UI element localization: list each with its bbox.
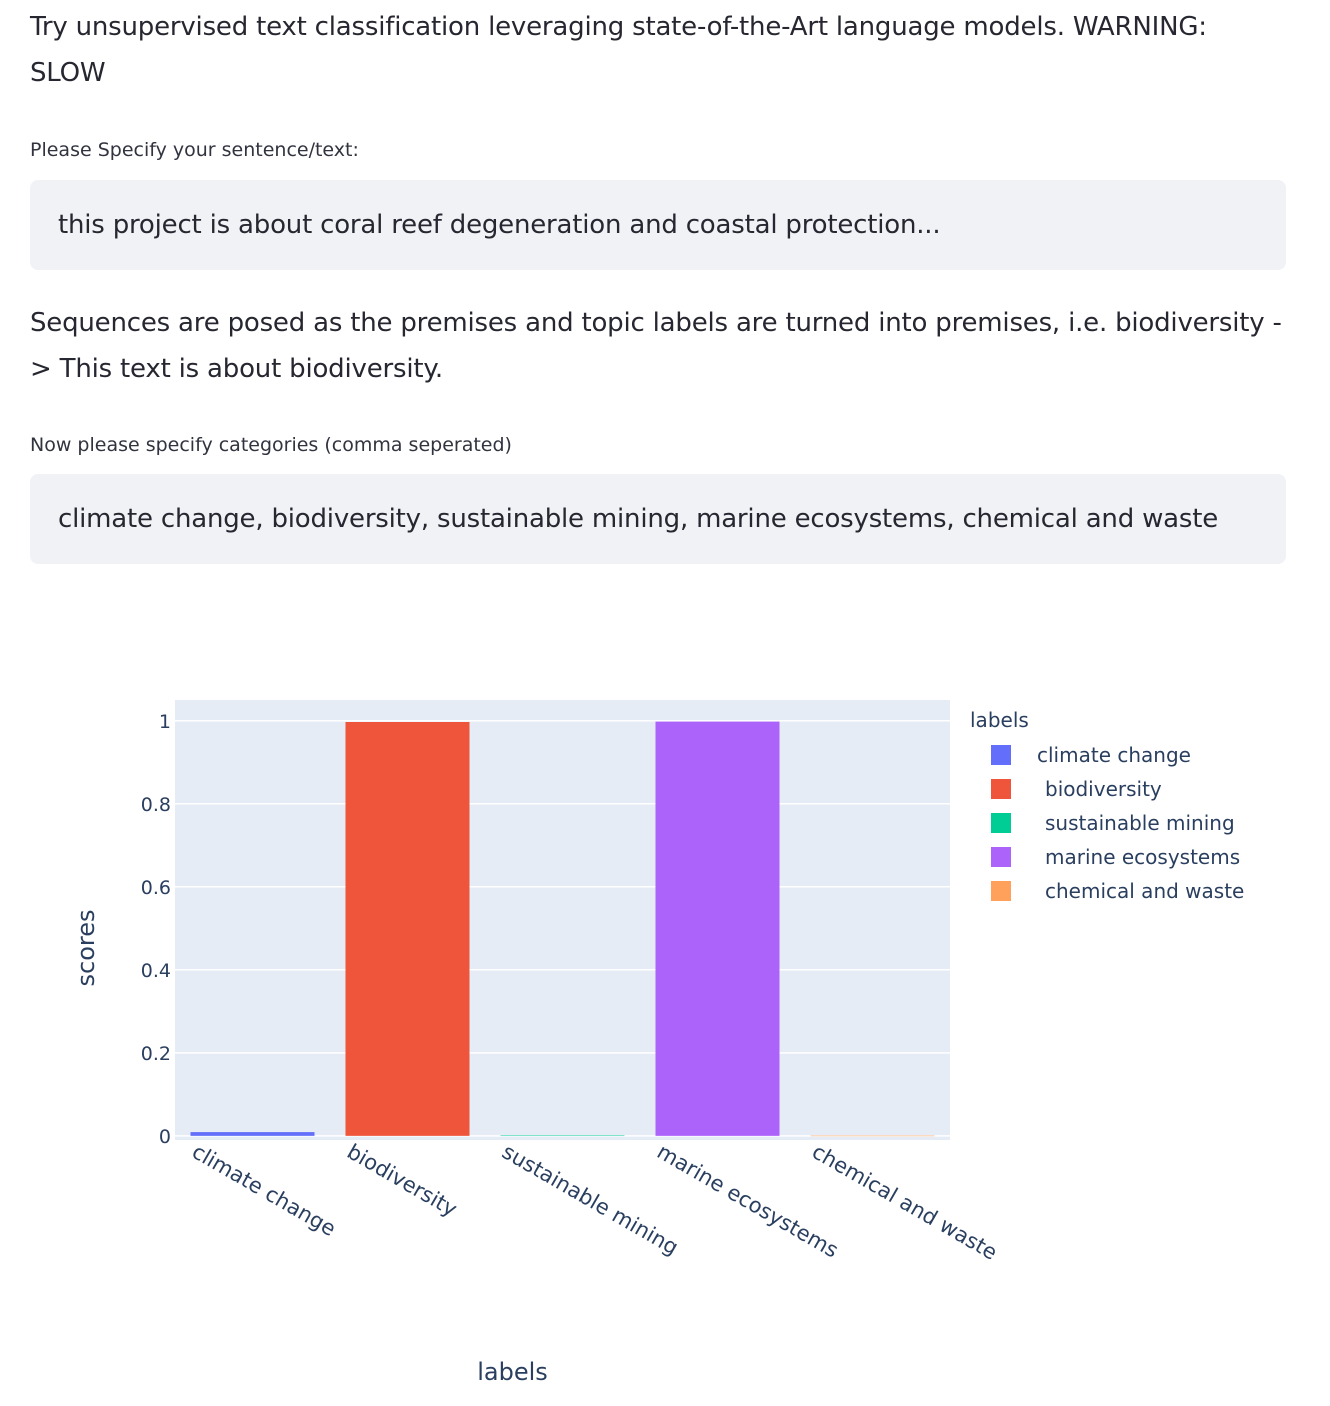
y-tick-label: 0.8 [141,794,171,816]
x-axis-title: labels [477,1358,548,1386]
y-tick-label: 0.4 [141,960,171,982]
legend-swatch [991,881,1011,901]
legend-swatch [991,745,1011,765]
categories-input-label: Now please specify categories (comma sep… [30,434,512,456]
y-axis-title: scores [72,910,100,987]
legend: labels climate change biodiversity sustain… [970,708,1244,903]
x-tick-label: climate change [188,1139,340,1241]
plot-area [175,700,950,1140]
bar-chemical-and-waste[interactable] [810,1135,935,1137]
legend-item-sustainable-mining[interactable]: sustainable mining [1045,811,1235,835]
bar-biodiversity[interactable] [345,722,470,1136]
legend-swatch [991,847,1011,867]
intro-text: Try unsupervised text classification lev… [30,12,1207,88]
bar-climate-change[interactable] [190,1132,315,1136]
y-tick-label: 0.6 [141,877,171,899]
legend-item-marine-ecosystems[interactable]: marine ecosystems [1045,845,1240,869]
bar-marine-ecosystems[interactable] [655,721,780,1136]
categories-input[interactable] [30,474,1286,564]
legend-swatch [991,779,1011,799]
sentence-input[interactable] [30,180,1286,270]
legend-item-climate-change[interactable]: climate change [1037,743,1191,767]
y-tick-label: 1 [159,711,171,733]
legend-item-chemical-and-waste[interactable]: chemical and waste [1045,879,1244,903]
y-tick-label: 0.2 [141,1043,171,1065]
legend-title: labels [970,708,1029,732]
explanation-text: Sequences are posed as the premises and … [30,308,1282,384]
legend-item-biodiversity[interactable]: biodiversity [1045,777,1162,801]
scores-bar-chart: 00.20.40.60.81 climate change biodiversit… [72,700,1244,1386]
y-tick-label: 0 [159,1126,171,1148]
bar-sustainable-mining[interactable] [500,1135,625,1137]
legend-swatch [991,813,1011,833]
sentence-input-label: Please Specify your sentence/text: [30,139,359,161]
x-tick-label: biodiversity [343,1139,461,1221]
